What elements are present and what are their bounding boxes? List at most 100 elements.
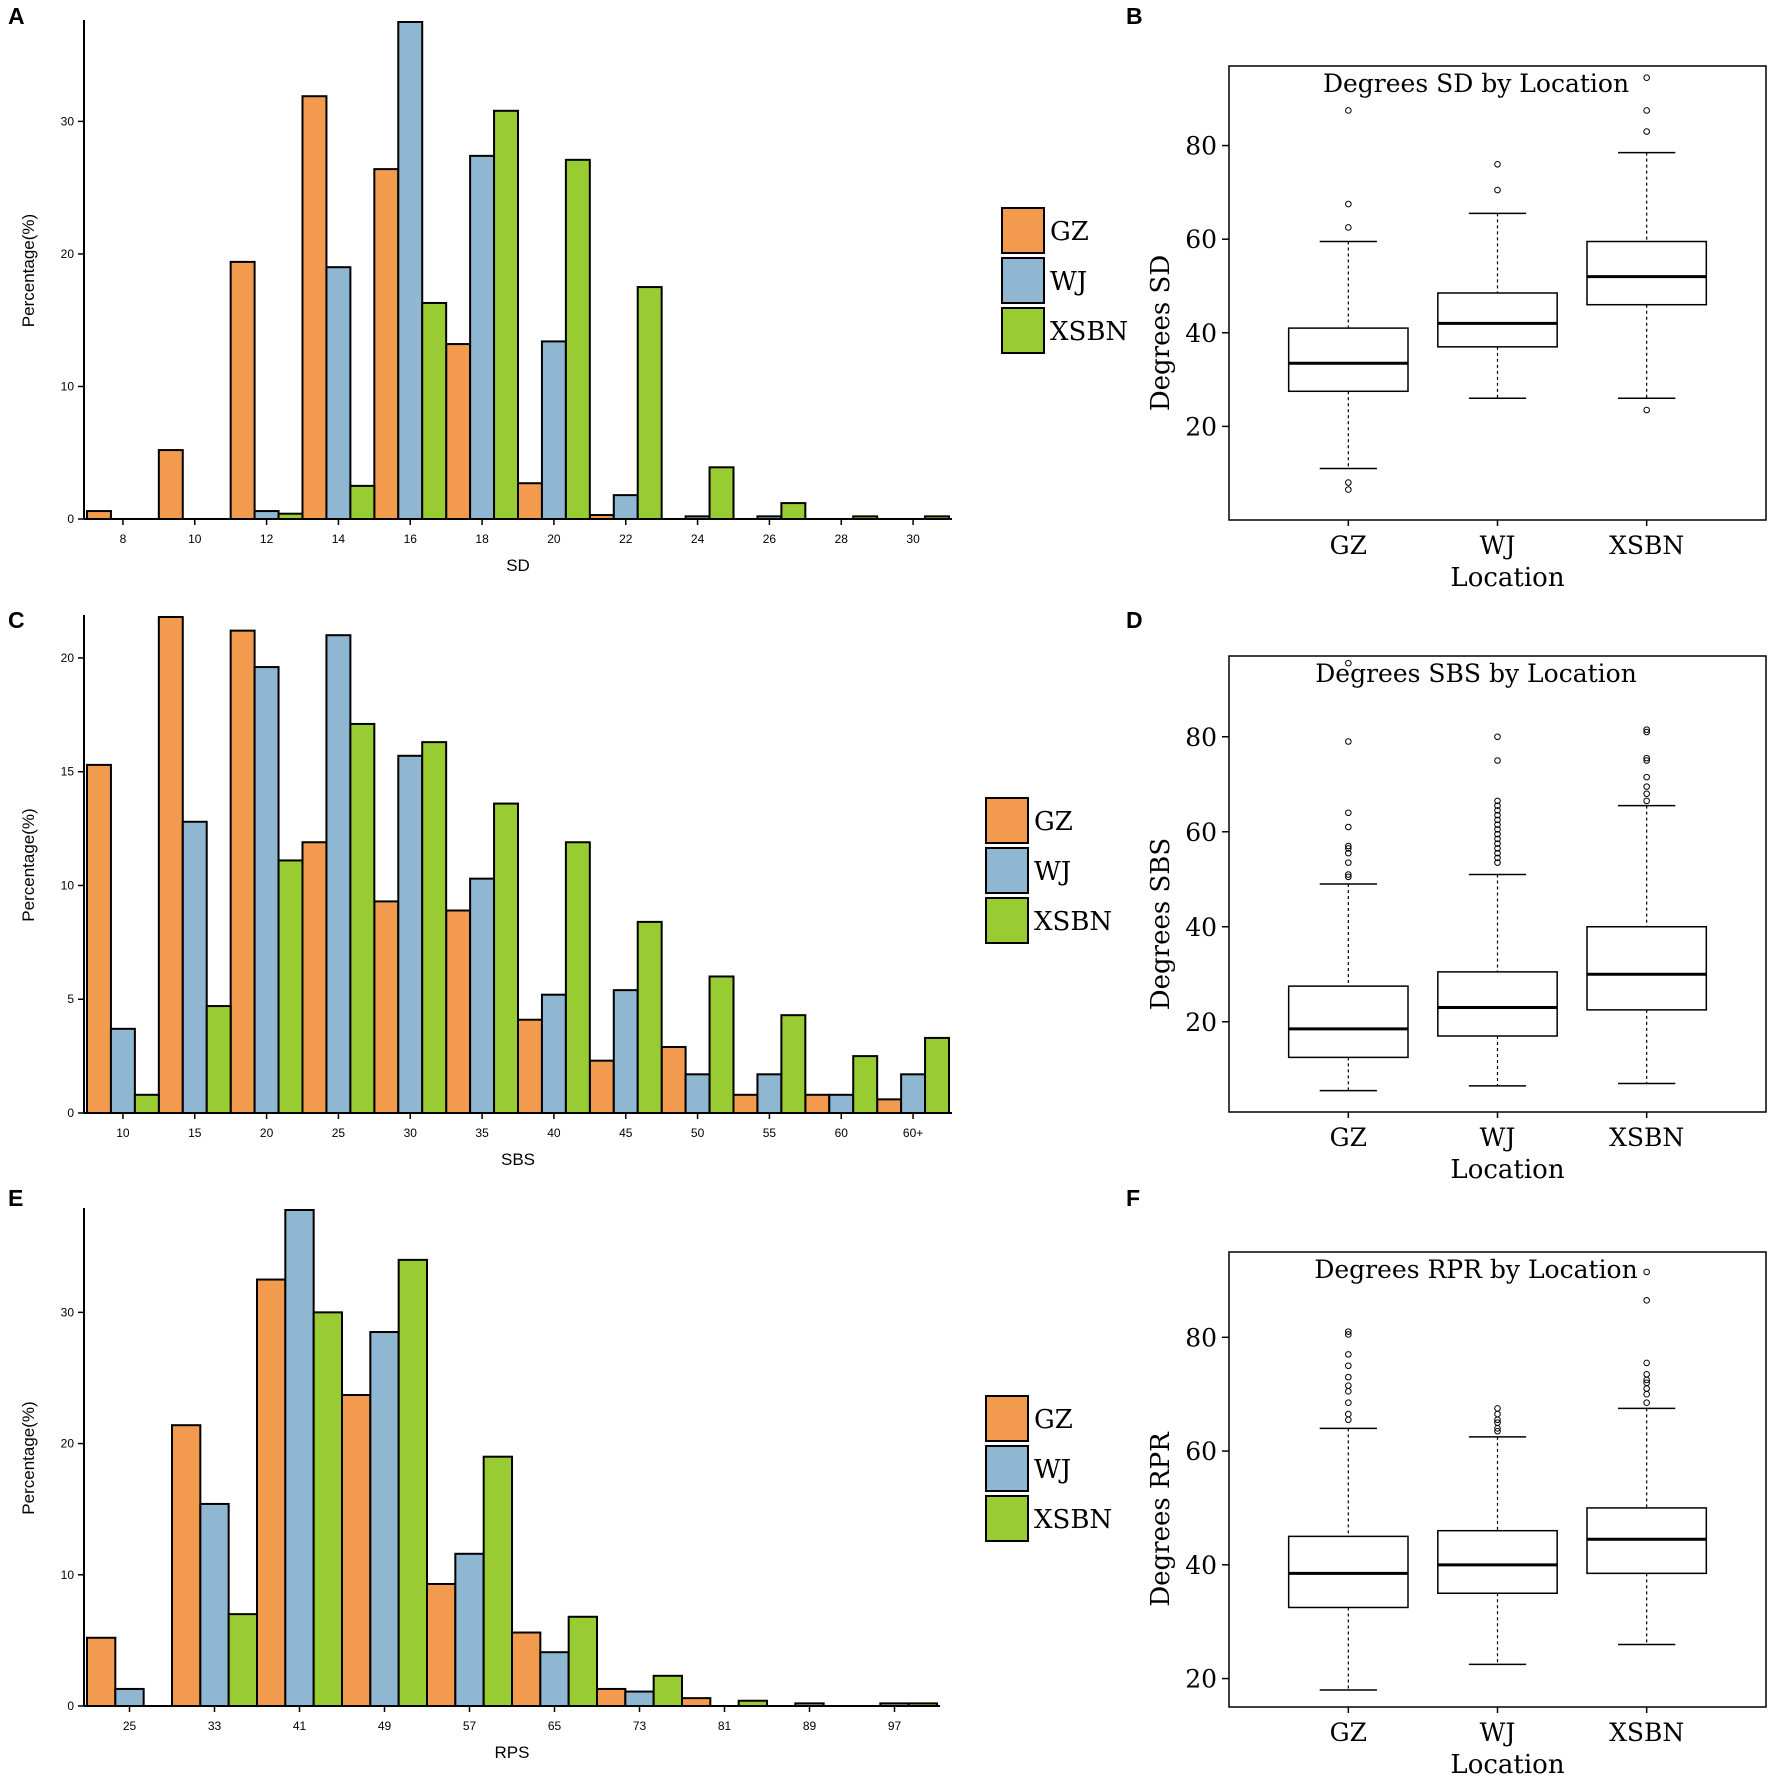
outlier-point xyxy=(1494,830,1501,838)
outlier-point xyxy=(1345,1362,1352,1370)
x-axis-label: Location xyxy=(1450,1750,1564,1776)
x-tick-label: 33 xyxy=(208,1719,222,1733)
outlier-point xyxy=(1494,186,1501,194)
y-tick-label: 30 xyxy=(61,1305,75,1319)
outlier-point xyxy=(1494,1410,1501,1418)
bar-wj-16 xyxy=(397,21,424,520)
outlier-point xyxy=(1345,849,1352,857)
bar-gz-50 xyxy=(660,1046,687,1115)
outlier-point xyxy=(1345,845,1352,852)
outlier-point xyxy=(1643,1297,1650,1304)
bar-gz-45 xyxy=(588,1059,615,1115)
bar-wj-25 xyxy=(114,1687,145,1707)
panel-letter: F xyxy=(1126,1185,1140,1211)
outlier-point xyxy=(1345,1351,1352,1358)
bar-xsbn-65 xyxy=(567,1615,598,1708)
bar-wj-60+ xyxy=(900,1073,927,1114)
outlier-point xyxy=(1345,1399,1352,1407)
x-tick-label: 40 xyxy=(547,1126,561,1140)
outlier-point xyxy=(1494,811,1501,819)
outlier-point xyxy=(1494,733,1501,741)
bar-xsbn-10 xyxy=(133,1093,160,1115)
x-tick-label: 89 xyxy=(803,1719,817,1733)
y-tick-label: 20 xyxy=(1185,1008,1217,1037)
legend-label-wj: WJ xyxy=(1050,267,1087,297)
boxplot-panel-f: F Degrees RPR by Location GZ WJ XSBN 20 40 60 80… xyxy=(1126,1185,1767,1776)
legend-label-gz: GZ xyxy=(1050,217,1089,247)
y-tick-label: 20 xyxy=(1185,1665,1217,1694)
bar-xsbn-14 xyxy=(349,484,376,520)
outlier-point xyxy=(1643,1268,1650,1276)
bar-xsbn-60+ xyxy=(924,1036,950,1115)
x-tick-label: 8 xyxy=(120,532,127,546)
panel-letter: A xyxy=(8,3,25,29)
bar-xsbn-20 xyxy=(564,158,591,521)
bar-xsbn-40 xyxy=(564,841,591,1114)
x-tick-label: 28 xyxy=(835,532,849,546)
x-tick-label: 16 xyxy=(404,532,418,546)
outlier-point xyxy=(1494,807,1501,814)
outlier-point xyxy=(1643,1359,1650,1367)
y-tick-label: 0 xyxy=(67,1699,74,1713)
y-tick-label: 80 xyxy=(1185,132,1217,161)
bar-gz-33 xyxy=(171,1424,202,1707)
bar-gz-81 xyxy=(681,1697,712,1708)
y-axis-label: Degrees SD xyxy=(1146,255,1176,411)
bar-gz-73 xyxy=(596,1687,627,1707)
x-tick-label: 41 xyxy=(293,1719,307,1733)
bar-wj-33 xyxy=(199,1502,230,1708)
bar-wj-18 xyxy=(469,154,496,521)
panel-letter: B xyxy=(1126,3,1143,29)
y-axis-label: Degrees SBS xyxy=(1146,838,1176,1010)
bar-xsbn-35 xyxy=(493,802,519,1114)
legend-swatch-xsbn xyxy=(985,897,1029,944)
iqr-box xyxy=(1437,971,1558,1037)
box-xsbn xyxy=(1586,74,1708,414)
bar-gz-20 xyxy=(229,629,256,1115)
bar-xsbn-55 xyxy=(780,1014,807,1114)
x-tick-label: 45 xyxy=(619,1126,633,1140)
outlier-point xyxy=(1494,854,1501,862)
bar-wj-10 xyxy=(109,1027,136,1114)
bar-xsbn-73 xyxy=(652,1674,683,1707)
outlier-point xyxy=(1643,757,1650,764)
outlier-point xyxy=(1494,840,1501,847)
bar-gz-25 xyxy=(301,841,328,1114)
x-tick-label: XSBN xyxy=(1609,1718,1684,1747)
bar-wj-30 xyxy=(397,754,424,1114)
bar-gz-20 xyxy=(517,482,543,520)
bar-xsbn-57 xyxy=(482,1455,514,1707)
bar-gz-40 xyxy=(517,1018,543,1114)
y-axis-label: Percentage(%) xyxy=(19,214,38,327)
bar-xsbn-33 xyxy=(227,1613,258,1708)
bar-xsbn-49 xyxy=(397,1258,429,1707)
bar-wj-22 xyxy=(612,494,639,521)
chart-title: Degrees RPR by Location xyxy=(1314,1255,1637,1284)
legend-swatch-xsbn xyxy=(1001,307,1045,354)
boxplot-panel-b: B Degrees SD by Location GZ WJ XSBN 20 40 60 80 L… xyxy=(1126,3,1767,593)
box-wj xyxy=(1437,733,1558,1087)
bar-gz-41 xyxy=(256,1278,287,1708)
x-tick-label: 10 xyxy=(188,532,202,546)
x-tick-label: 12 xyxy=(260,532,274,546)
bar-gz-65 xyxy=(511,1631,542,1708)
x-tick-label: 30 xyxy=(906,532,920,546)
x-axis-label: Location xyxy=(1450,1155,1564,1185)
outlier-point xyxy=(1643,797,1650,805)
x-tick-label: 81 xyxy=(718,1719,732,1733)
y-tick-label: 10 xyxy=(61,1568,75,1582)
histogram-panel-e: E 0 10 20 30 25 33 41 49 57 65 73 81 89 97 RPS Percentag… xyxy=(8,1185,1112,1762)
bar-wj-40 xyxy=(540,993,567,1114)
y-tick-label: 0 xyxy=(67,1106,74,1120)
bar-wj-20 xyxy=(540,340,567,520)
bar-gz-49 xyxy=(341,1394,372,1708)
x-tick-label: 25 xyxy=(123,1719,137,1733)
iqr-box xyxy=(1287,985,1409,1059)
box-wj xyxy=(1437,1405,1558,1666)
outlier-point xyxy=(1345,107,1352,114)
legend-swatch-gz xyxy=(985,797,1029,844)
legend: GZ WJ XSBN xyxy=(985,1395,1112,1542)
outlier-point xyxy=(1345,871,1352,878)
iqr-box xyxy=(1586,240,1708,306)
